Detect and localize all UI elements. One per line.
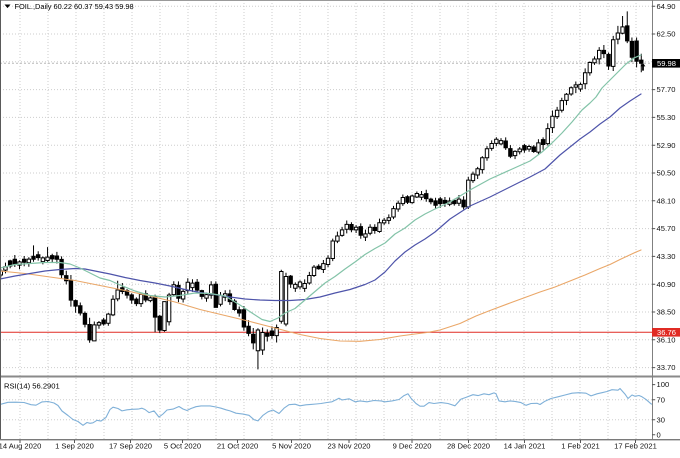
svg-text:57.70: 57.70 [657,85,676,94]
svg-text:1 Feb 2021: 1 Feb 2021 [561,442,599,451]
svg-text:0: 0 [657,430,661,439]
svg-text:38.50: 38.50 [657,308,676,317]
svg-text:40.90: 40.90 [657,280,676,289]
svg-text:45.70: 45.70 [657,224,676,233]
svg-text:23 Nov 2020: 23 Nov 2020 [327,442,370,451]
svg-text:14 Jan 2021: 14 Jan 2021 [504,442,546,451]
svg-text:33.70: 33.70 [657,363,676,372]
svg-text:FOIL.,Daily 60.22 60.37 59.43: FOIL.,Daily 60.22 60.37 59.43 59.98 [15,2,134,11]
svg-text:9 Dec 2020: 9 Dec 2020 [393,442,432,451]
svg-text:64.90: 64.90 [657,2,676,11]
svg-text:30: 30 [657,415,665,424]
svg-text:5 Oct 2020: 5 Oct 2020 [164,442,201,451]
svg-text:36.10: 36.10 [657,335,676,344]
svg-text:52.90: 52.90 [657,141,676,150]
svg-text:43.30: 43.30 [657,252,676,261]
svg-text:55.30: 55.30 [657,113,676,122]
svg-text:62.50: 62.50 [657,30,676,39]
svg-text:50.50: 50.50 [657,169,676,178]
svg-text:48.10: 48.10 [657,196,676,205]
svg-text:1 Sep 2020: 1 Sep 2020 [55,442,94,451]
svg-text:59.98: 59.98 [657,59,676,68]
svg-text:RSI(14) 56.2901: RSI(14) 56.2901 [4,382,60,391]
svg-text:5 Nov 2020: 5 Nov 2020 [272,442,311,451]
svg-text:70: 70 [657,395,665,404]
svg-text:14 Aug 2020: 14 Aug 2020 [0,442,41,451]
svg-text:17 Feb 2021: 17 Feb 2021 [614,442,657,451]
svg-text:21 Oct 2020: 21 Oct 2020 [217,442,258,451]
svg-text:28 Dec 2020: 28 Dec 2020 [447,442,490,451]
svg-text:17 Sep 2020: 17 Sep 2020 [109,442,152,451]
svg-text:100: 100 [657,380,670,389]
svg-text:36.76: 36.76 [657,328,676,337]
